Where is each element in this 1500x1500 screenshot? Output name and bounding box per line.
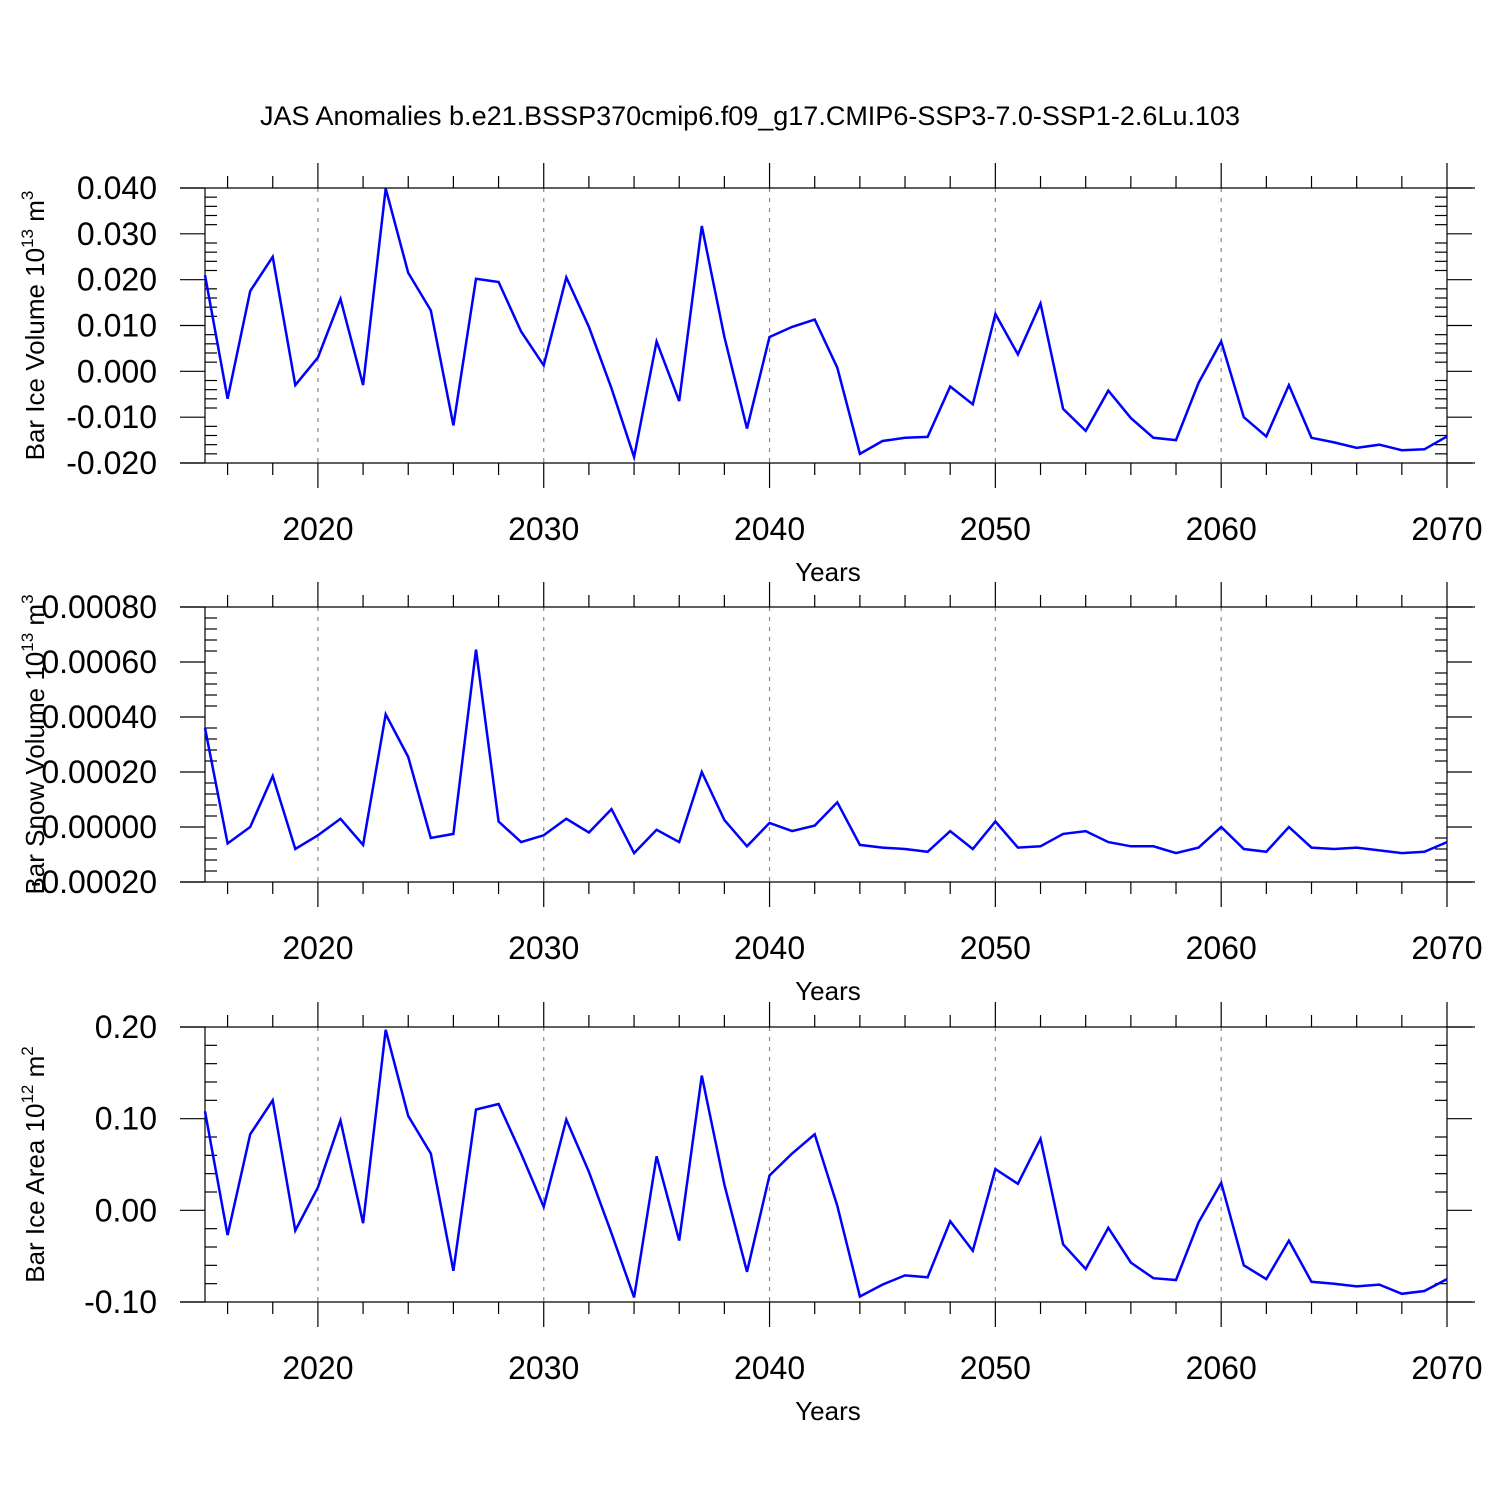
- y-axis-title-unit: m: [20, 1056, 50, 1085]
- x-tick-label: 2030: [508, 511, 579, 547]
- y-tick-label: 0.010: [77, 308, 157, 344]
- y-axis-title-exponent: 13: [18, 633, 37, 652]
- y-axis-title-unit: m: [20, 200, 50, 229]
- y-tick-label: -0.020: [66, 445, 157, 481]
- series-line-ice-volume: [203, 188, 1448, 462]
- x-tick-label: 2020: [282, 1350, 353, 1386]
- y-tick-label: 0.030: [77, 216, 157, 252]
- x-tick-label: 2030: [508, 1350, 579, 1386]
- y-axis-title: Bar Ice Area 1012 m2: [18, 1046, 50, 1283]
- panel-ice-volume: -0.020 -0.010 0.000 0.010 0.020 0.030 0.040 202…: [18, 163, 1483, 587]
- x-tick-label: 2050: [960, 1350, 1031, 1386]
- y-axis-title-exponent: 13: [18, 229, 37, 248]
- y-axis-title-text: Bar Ice Volume 10: [20, 248, 50, 460]
- y-tick-label: 0.00080: [41, 589, 157, 625]
- chart-title: JAS Anomalies b.e21.BSSP370cmip6.f09_g17…: [260, 101, 1240, 131]
- x-axis-title: Years: [795, 557, 861, 587]
- y-axis-title-unit-exponent: 3: [18, 594, 37, 603]
- y-tick-label: 0.000: [77, 353, 157, 389]
- y-axis-title-text: Bar Ice Area 10: [20, 1104, 50, 1283]
- y-tick-label: -0.010: [66, 399, 157, 435]
- y-axis-title-exponent: 12: [18, 1085, 37, 1104]
- series-line-ice-area: [203, 1029, 1448, 1299]
- y-tick-label: 0.00000: [41, 809, 157, 845]
- x-tick-label: 2060: [1186, 511, 1257, 547]
- x-tick-label: 2040: [734, 511, 805, 547]
- x-tick-label: 2040: [734, 930, 805, 966]
- y-axis-title-unit-exponent: 2: [18, 1046, 37, 1055]
- y-axis-title: Bar Ice Volume 1013 m3: [18, 191, 50, 461]
- x-tick-label: 2020: [282, 930, 353, 966]
- y-tick-label: 0.020: [77, 262, 157, 298]
- x-tick-label: 2060: [1186, 930, 1257, 966]
- x-tick-label: 2070: [1411, 930, 1482, 966]
- y-tick-label: 0.00: [95, 1192, 157, 1228]
- x-tick-label: 2070: [1411, 1350, 1482, 1386]
- series-line-snow-volume: [203, 649, 1448, 856]
- x-tick-label: 2070: [1411, 511, 1482, 547]
- y-axis-title-unit-exponent: 3: [18, 191, 37, 200]
- y-tick-label: -0.10: [84, 1284, 157, 1320]
- y-tick-label: 0.20: [95, 1009, 157, 1045]
- panel-ice-area: -0.10 0.00 0.10 0.20 2020 2030 2040 2050 2060 207…: [18, 1002, 1483, 1426]
- y-axis-title-unit: m: [20, 604, 50, 633]
- y-tick-label: 0.10: [95, 1101, 157, 1137]
- y-axis-title: Bar Snow Volume 1013 m3: [18, 594, 50, 894]
- x-tick-label: 2040: [734, 1350, 805, 1386]
- y-tick-label: -0.00020: [31, 864, 157, 900]
- x-axis-title: Years: [795, 1396, 861, 1426]
- x-tick-label: 2060: [1186, 1350, 1257, 1386]
- y-tick-label: 0.00020: [41, 754, 157, 790]
- y-axis-title-text: Bar Snow Volume 10: [20, 652, 50, 895]
- x-tick-label: 2020: [282, 511, 353, 547]
- y-tick-label: 0.040: [77, 170, 157, 206]
- y-tick-label: 0.00060: [41, 644, 157, 680]
- y-tick-label: 0.00040: [41, 699, 157, 735]
- x-axis-title: Years: [795, 976, 861, 1006]
- x-tick-label: 2030: [508, 930, 579, 966]
- x-tick-label: 2050: [960, 511, 1031, 547]
- panel-snow-volume: -0.00020 0.00000 0.00020 0.00040 0.00060 0.00…: [18, 582, 1483, 1006]
- panels: -0.020 -0.010 0.000 0.010 0.020 0.030 0.040 202…: [18, 163, 1483, 1426]
- x-tick-label: 2050: [960, 930, 1031, 966]
